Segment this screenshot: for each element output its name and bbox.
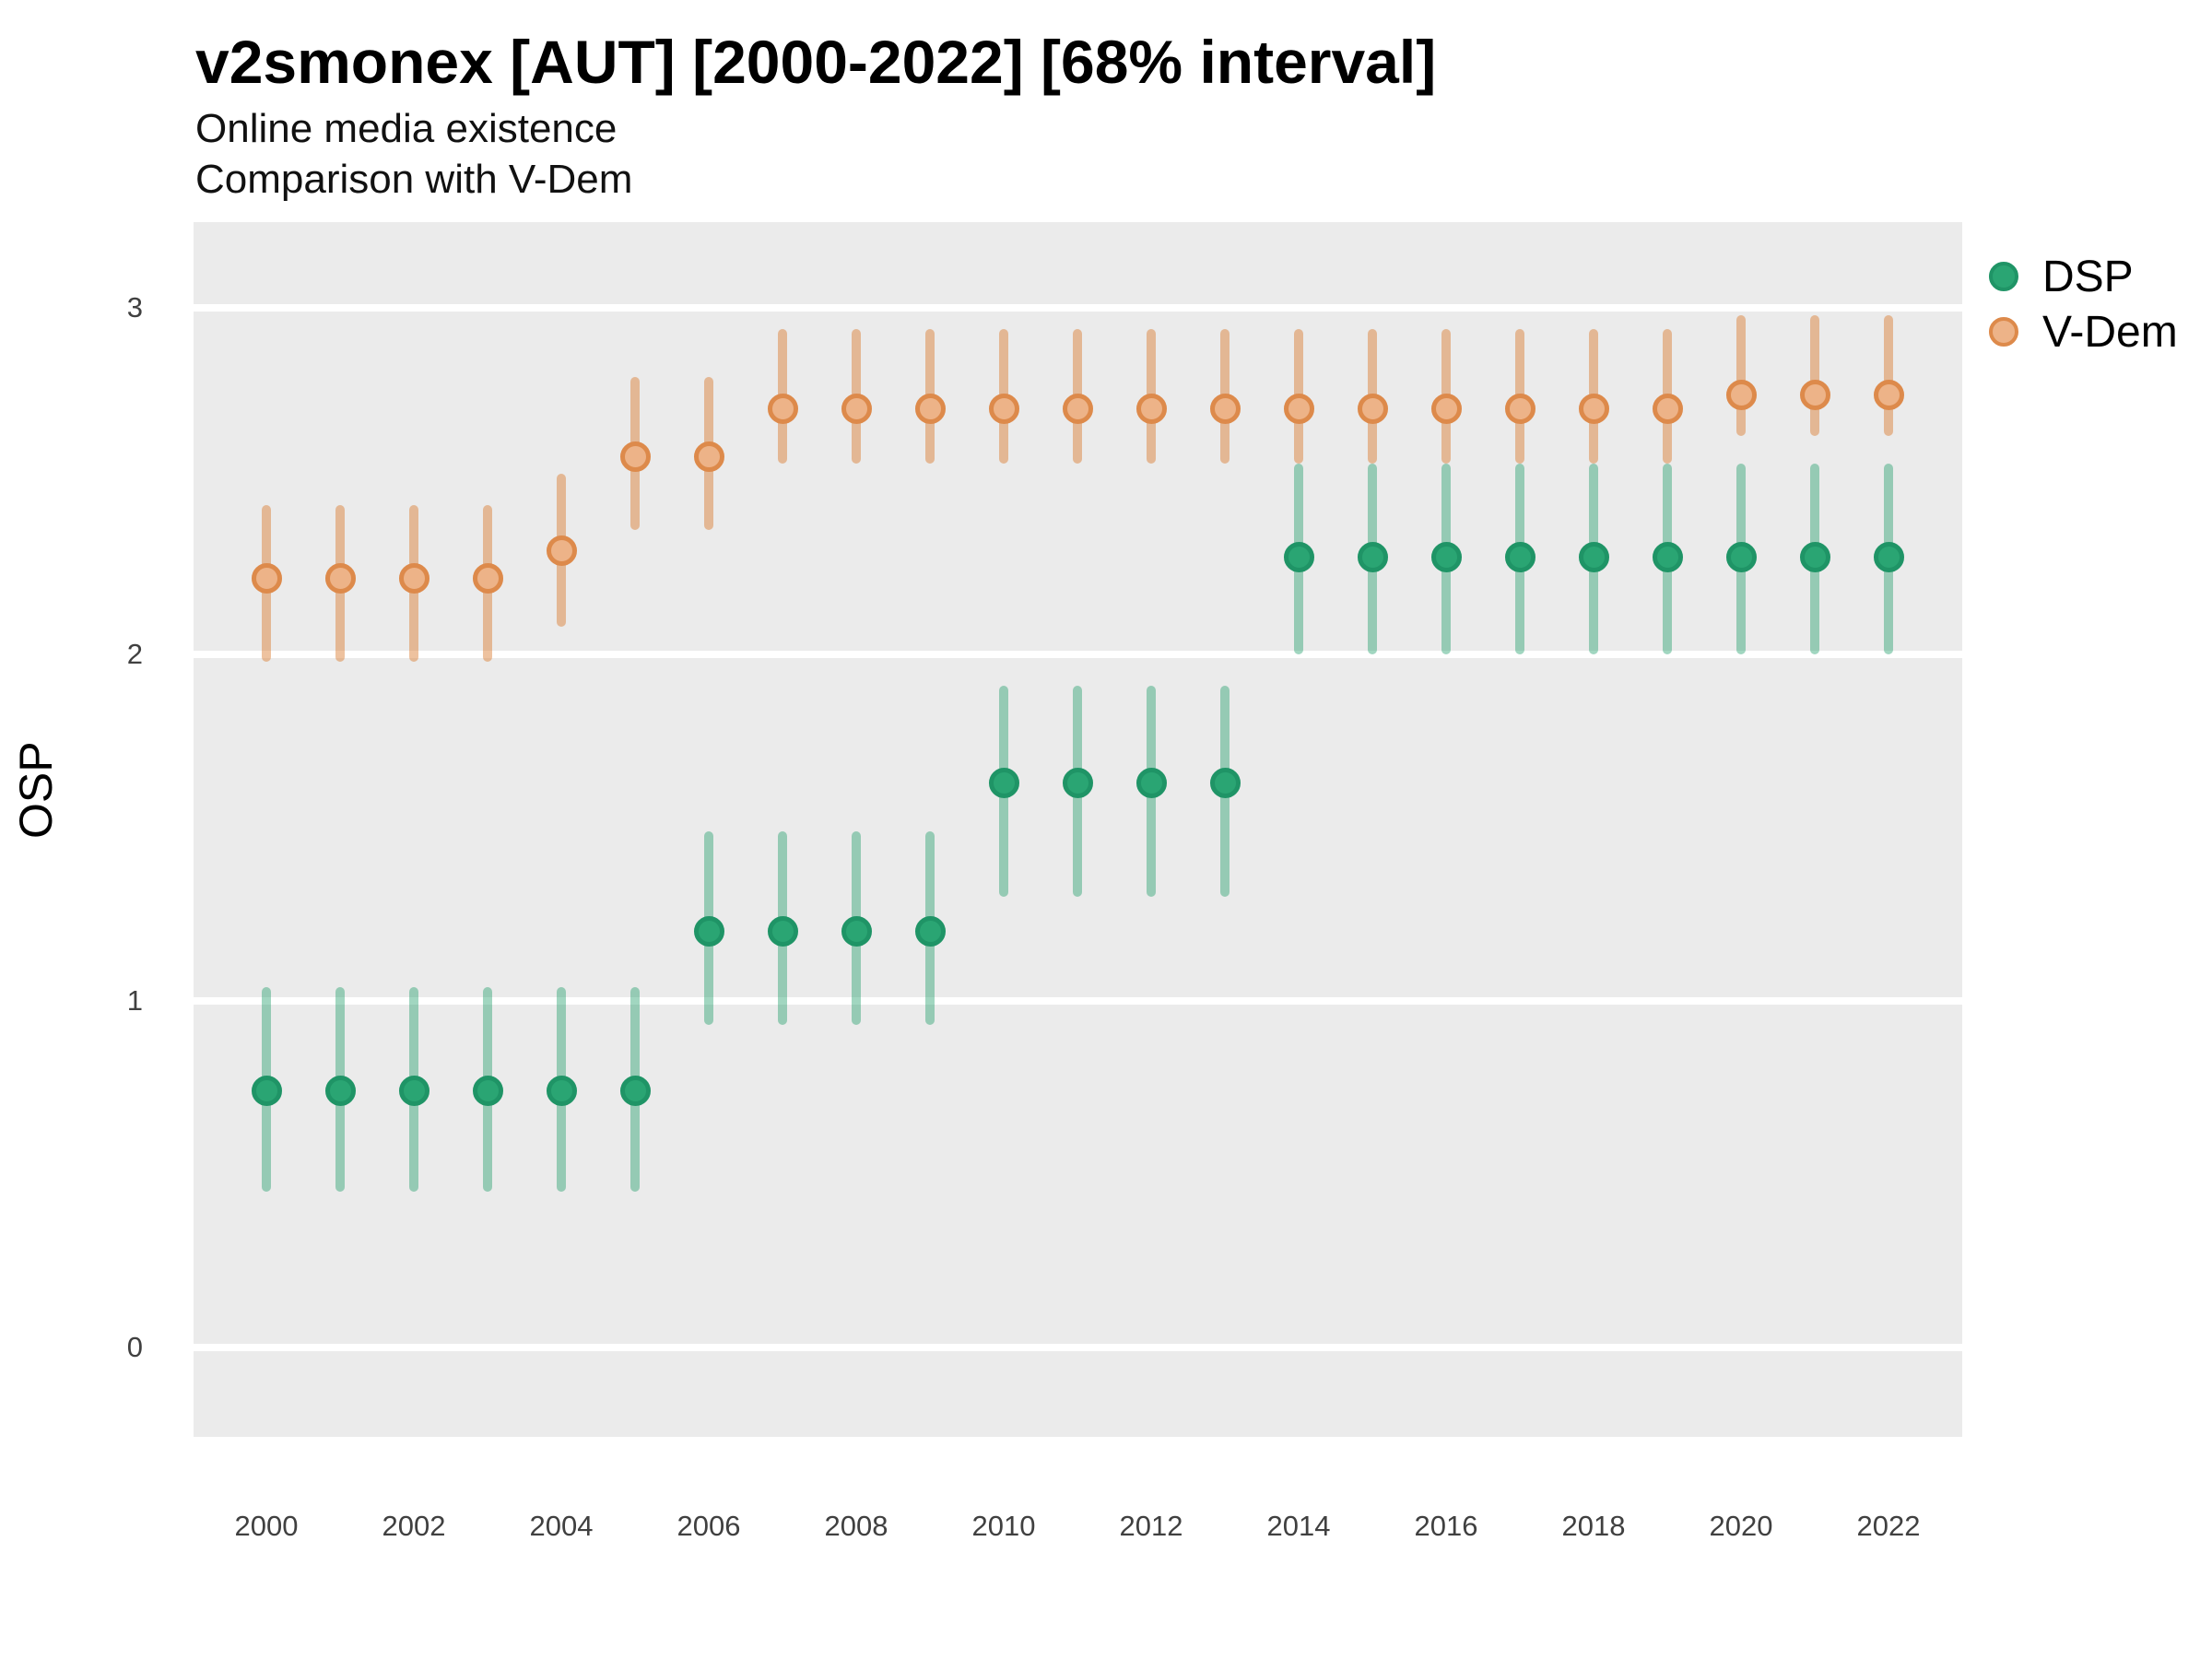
dsp-point-marker (1209, 767, 1241, 798)
x-tick-label: 2006 (677, 1510, 741, 1542)
vdem-point-marker (1504, 393, 1535, 424)
y-tick-label: 1 (126, 984, 143, 1017)
dsp-point-marker (1652, 542, 1683, 573)
x-tick-label: 2020 (1709, 1510, 1773, 1542)
y-tick-label: 3 (126, 291, 143, 324)
vdem-point-marker (1725, 379, 1757, 410)
dsp-point-marker (1135, 767, 1167, 798)
legend-item-dsp: DSP (1989, 249, 2178, 304)
x-tick-label: 2000 (234, 1510, 299, 1542)
x-tick-label: 2008 (824, 1510, 888, 1542)
dsp-point-marker (398, 1076, 429, 1107)
dsp-point-marker (546, 1076, 577, 1107)
x-tick-label: 2012 (1119, 1510, 1183, 1542)
y-tick-label: 0 (126, 1331, 143, 1363)
vdem-point-marker (1873, 379, 1904, 410)
dsp-point-marker (1799, 542, 1830, 573)
vdem-point-marker (472, 562, 503, 594)
vdem-point-marker (398, 562, 429, 594)
x-tick-label: 2010 (971, 1510, 1036, 1542)
chart-title: v2smonex [AUT] [2000-2022] [68% interval… (195, 28, 1437, 96)
legend-item-vdem: V-Dem (1989, 304, 2178, 359)
x-tick-label: 2014 (1266, 1510, 1331, 1542)
vdem-point-marker (1283, 393, 1314, 424)
vdem-point-marker (1357, 393, 1388, 424)
dsp-point-marker (1504, 542, 1535, 573)
y-gridline (194, 651, 1962, 658)
y-gridline (194, 304, 1962, 312)
dsp-point-marker (1430, 542, 1462, 573)
dsp-point-marker (1873, 542, 1904, 573)
x-tick-label: 2002 (382, 1510, 446, 1542)
y-tick-label: 2 (126, 638, 143, 670)
dsp-point-marker (988, 767, 1019, 798)
dsp-point-marker (619, 1076, 651, 1107)
chart-subtitle-line2: Comparison with V-Dem (195, 157, 633, 202)
vdem-point-marker (546, 535, 577, 566)
y-gridline (194, 997, 1962, 1005)
dsp-point-marker (472, 1076, 503, 1107)
vdem-point-marker (841, 393, 872, 424)
dsp-point-marker (693, 916, 724, 947)
vdem-point-marker (619, 441, 651, 473)
vdem-interval-bar (1810, 314, 1819, 437)
x-tick-label: 2022 (1856, 1510, 1921, 1542)
vdem-point-marker (1578, 393, 1609, 424)
dsp-point-marker (251, 1076, 282, 1107)
y-gridline (194, 1344, 1962, 1351)
dsp-point-marker (767, 916, 798, 947)
vdem-point-marker (988, 393, 1019, 424)
dsp-point-marker (1578, 542, 1609, 573)
dsp-point-marker (1357, 542, 1388, 573)
vdem-interval-bar (1736, 314, 1746, 437)
legend-label-vdem: V-Dem (2042, 307, 2178, 357)
dsp-point-marker (1062, 767, 1093, 798)
dsp-point-marker (914, 916, 946, 947)
vdem-interval-bar (1884, 314, 1893, 437)
dsp-point-marker (1725, 542, 1757, 573)
vdem-point-marker (1799, 379, 1830, 410)
vdem-point-marker (324, 562, 356, 594)
x-tick-label: 2016 (1414, 1510, 1478, 1542)
vdem-point-marker (1652, 393, 1683, 424)
dsp-point-marker (841, 916, 872, 947)
dsp-point-marker (324, 1076, 356, 1107)
x-tick-label: 2018 (1561, 1510, 1626, 1542)
vdem-point-marker (1062, 393, 1093, 424)
vdem-point-marker (1209, 393, 1241, 424)
x-tick-label: 2004 (529, 1510, 594, 1542)
vdem-point-marker (693, 441, 724, 473)
y-axis-title: OSP (10, 741, 62, 839)
vdem-point-marker (914, 393, 946, 424)
legend: DSP V-Dem (1989, 249, 2178, 359)
legend-label-dsp: DSP (2042, 252, 2134, 301)
vdem-legend-swatch-icon (1989, 317, 2018, 347)
dsp-point-marker (1283, 542, 1314, 573)
vdem-point-marker (251, 562, 282, 594)
chart-subtitle-line1: Online media existence (195, 106, 618, 151)
plot-panel (194, 222, 1962, 1437)
vdem-point-marker (767, 393, 798, 424)
vdem-point-marker (1135, 393, 1167, 424)
vdem-point-marker (1430, 393, 1462, 424)
dsp-legend-swatch-icon (1989, 262, 2018, 291)
